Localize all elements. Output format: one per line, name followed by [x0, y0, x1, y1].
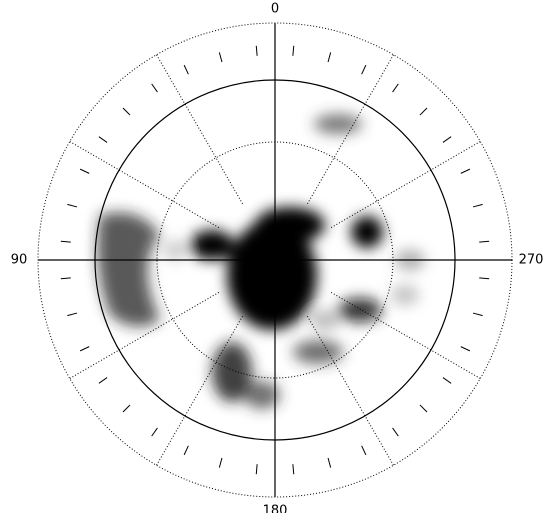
density-blobs	[97, 114, 425, 409]
radial-grid-line	[307, 315, 394, 466]
radial-grid-line	[156, 54, 243, 205]
theta-tick-label: 180	[263, 504, 288, 513]
polar-grid	[37, 22, 513, 498]
minor-tick	[218, 457, 223, 468]
minor-tick	[67, 312, 78, 317]
minor-tick	[255, 45, 258, 56]
radial-grid-line	[330, 141, 481, 228]
theta-tick-label: 0	[271, 2, 279, 17]
minor-tick	[183, 64, 189, 75]
minor-tick	[419, 107, 428, 116]
minor-tick	[60, 277, 71, 280]
minor-tick	[183, 445, 189, 456]
minor-tick	[392, 427, 399, 437]
minor-tick	[442, 377, 452, 384]
minor-tick	[460, 346, 471, 352]
minor-tick	[392, 83, 399, 93]
minor-tick	[442, 136, 452, 143]
theta-tick-label: 270	[519, 253, 544, 268]
minor-tick	[122, 404, 131, 413]
minor-tick	[361, 445, 367, 456]
minor-tick	[419, 404, 428, 413]
minor-tick	[98, 136, 108, 143]
minor-tick	[327, 457, 332, 468]
radial-grid-line	[69, 141, 220, 228]
minor-tick	[79, 346, 90, 352]
minor-tick	[292, 464, 295, 475]
minor-tick	[292, 45, 295, 56]
minor-tick	[60, 240, 71, 243]
minor-tick	[479, 240, 490, 243]
minor-tick	[67, 203, 78, 208]
minor-tick	[327, 52, 332, 63]
theta-tick-label: 90	[11, 253, 28, 268]
minor-tick	[460, 168, 471, 174]
minor-tick	[151, 427, 158, 437]
minor-tick	[472, 203, 483, 208]
minor-tick	[151, 83, 158, 93]
minor-tick	[361, 64, 367, 75]
minor-tick	[79, 168, 90, 174]
minor-tick	[255, 464, 258, 475]
minor-tick	[122, 107, 131, 116]
minor-tick	[472, 312, 483, 317]
minor-tick	[218, 52, 223, 63]
minor-tick	[98, 377, 108, 384]
minor-tick	[479, 277, 490, 280]
